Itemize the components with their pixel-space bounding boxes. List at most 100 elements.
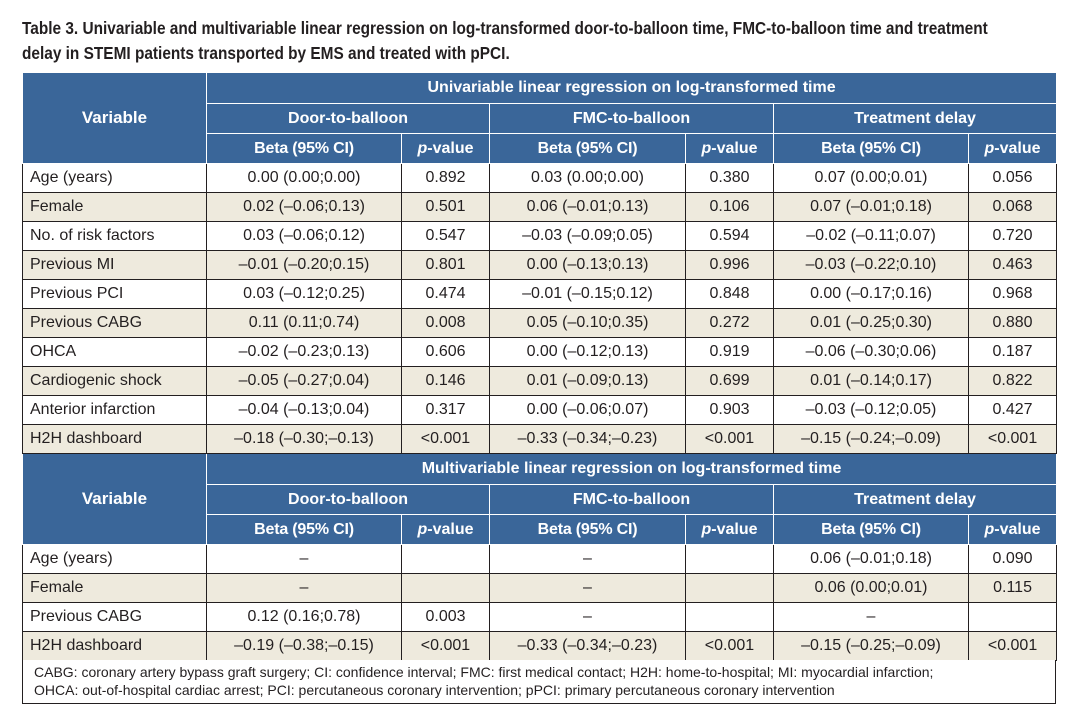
p-value-cell: 0.427 (967, 395, 1058, 425)
group-door-to-balloon: Door-to-balloon (206, 484, 490, 515)
p-value-cell: 0.594 (685, 221, 774, 251)
beta-cell: – (206, 573, 402, 603)
beta-cell: 0.11 (0.11;0.74) (206, 308, 402, 338)
p-value-cell: <0.001 (685, 424, 774, 454)
beta-cell: – (489, 602, 686, 632)
beta-cell: – (773, 602, 969, 632)
table-row: Age (years) – –0.06 (–0.01;0.18) 0.090 (22, 544, 1058, 574)
row-label: H2H dashboard (22, 424, 207, 454)
variable-header: Variable (22, 453, 207, 545)
p-value-cell: 0.463 (967, 250, 1058, 280)
row-label: No. of risk factors (22, 221, 207, 251)
table-row: Cardiogenic shock –0.05 (–0.27;0.04) 0.146… (22, 366, 1058, 396)
beta-cell: 0.00 (–0.13;0.13) (489, 250, 686, 280)
univariable-title: Univariable linear regression on log-tra… (205, 72, 1058, 104)
p-value-cell: <0.001 (967, 424, 1058, 454)
beta-cell: 0.06 (–0.01;0.13) (489, 192, 686, 222)
p-value-cell: 0.146 (401, 366, 490, 396)
beta-header: Beta (95% CI) (773, 514, 969, 545)
p-value-cell: 0.068 (967, 192, 1058, 222)
table-row: OHCA –0.02 (–0.23;0.13) 0.606 0.00 (–0.12;0… (22, 337, 1058, 367)
table-row: Previous MI –0.01 (–0.20;0.15) 0.801 0.00 (… (22, 250, 1058, 280)
table-row: Previous CABG 0.11 (0.11;0.74) 0.008 0.05 (… (22, 308, 1058, 338)
beta-header: Beta (95% CI) (489, 133, 686, 164)
beta-cell: – (489, 544, 686, 574)
table-row: H2H dashboard –0.19 (–0.38;–0.15) <0.001 –0… (22, 631, 1058, 661)
p-value-cell: 0.474 (401, 279, 490, 309)
beta-cell: 0.01 (–0.25;0.30) (773, 308, 969, 338)
p-value-header: p-value (685, 133, 774, 164)
table-row: Age (years) 0.00 (0.00;0.00) 0.892 0.03 (0.… (22, 163, 1058, 193)
beta-cell: 0.03 (–0.06;0.12) (206, 221, 402, 251)
beta-cell: –0.33 (–0.34;–0.23) (489, 631, 686, 661)
beta-cell: –0.02 (–0.11;0.07) (773, 221, 969, 251)
beta-header: Beta (95% CI) (489, 514, 686, 545)
caption-line-2: delay in STEMI patients transported by E… (22, 43, 510, 63)
p-value-cell (685, 544, 774, 574)
p-value-cell (401, 544, 490, 574)
beta-header: Beta (95% CI) (206, 133, 402, 164)
beta-cell: –0.15 (–0.24;–0.09) (773, 424, 969, 454)
beta-header: Beta (95% CI) (773, 133, 969, 164)
row-label: Female (22, 192, 207, 222)
p-value-cell: 0.848 (685, 279, 774, 309)
group-door-to-balloon: Door-to-balloon (206, 103, 490, 134)
p-value-cell: 0.380 (685, 163, 774, 193)
p-value-cell: 0.056 (967, 163, 1058, 193)
p-value-cell: <0.001 (401, 631, 490, 661)
beta-cell: –0.03 (–0.22;0.10) (773, 250, 969, 280)
p-value-cell: 0.501 (401, 192, 490, 222)
group-fmc-to-balloon: FMC-to-balloon (489, 484, 774, 515)
beta-cell: –0.19 (–0.38;–0.15) (206, 631, 402, 661)
beta-cell: –0.18 (–0.30;–0.13) (206, 424, 402, 454)
table-row: Previous PCI 0.03 (–0.12;0.25) 0.474 –0.01 … (22, 279, 1058, 309)
row-label: Age (years) (22, 544, 207, 574)
p-value-cell: 0.272 (685, 308, 774, 338)
multivariable-title: Multivariable linear regression on log-t… (205, 453, 1058, 485)
beta-cell: 0.07 (–0.01;0.18) (773, 192, 969, 222)
table-row: Female 0.02 (–0.06;0.13) 0.501 0.06 (–0.01;… (22, 192, 1058, 222)
p-value-header: p-value (967, 514, 1058, 545)
beta-cell: 0.00 (–0.17;0.16) (773, 279, 969, 309)
beta-cell: 0.03 (0.00;0.00) (489, 163, 686, 193)
row-label: Cardiogenic shock (22, 366, 207, 396)
table-row: No. of risk factors 0.03 (–0.06;0.12) 0.54… (22, 221, 1058, 251)
beta-cell: 0.00 (–0.12;0.13) (489, 337, 686, 367)
p-value-cell: 0.003 (401, 602, 490, 632)
beta-cell: –0.05 (–0.27;0.04) (206, 366, 402, 396)
regression-table: Variable Univariable linear regression o… (22, 72, 1058, 661)
beta-cell: –0.04 (–0.13;0.04) (206, 395, 402, 425)
beta-cell: –0.01 (–0.20;0.15) (206, 250, 402, 280)
row-label: Age (years) (22, 163, 207, 193)
table-row: H2H dashboard –0.18 (–0.30;–0.13) <0.001 –0… (22, 424, 1058, 454)
beta-cell: – (489, 573, 686, 603)
beta-cell: –0.03 (–0.12;0.05) (773, 395, 969, 425)
beta-cell: –0.06 (–0.30;0.06) (773, 337, 969, 367)
beta-cell: 0.05 (–0.10;0.35) (489, 308, 686, 338)
footnote-line-1: CABG: coronary artery bypass graft surge… (34, 664, 934, 680)
row-label: H2H dashboard (22, 631, 207, 661)
table-row: Female – –0.06 (0.00;0.01) 0.115 (22, 573, 1058, 603)
beta-cell: –0.01 (–0.15;0.12) (489, 279, 686, 309)
group-treatment-delay: Treatment delay (772, 484, 1058, 515)
p-value-cell (967, 602, 1058, 632)
p-value-cell: <0.001 (401, 424, 490, 454)
group-fmc-to-balloon: FMC-to-balloon (489, 103, 774, 134)
p-value-cell: 0.090 (967, 544, 1058, 574)
beta-cell: 0.07 (0.00;0.01) (773, 163, 969, 193)
row-label: Previous CABG (22, 602, 207, 632)
beta-cell: 0.03 (–0.12;0.25) (206, 279, 402, 309)
p-value-cell: 0.720 (967, 221, 1058, 251)
beta-cell: 0.06 (0.00;0.01) (773, 573, 969, 603)
caption-line-1: Table 3. Univariable and multivariable l… (22, 18, 988, 38)
p-value-cell: 0.880 (967, 308, 1058, 338)
p-value-header: p-value (401, 514, 490, 545)
beta-cell: 0.06 (–0.01;0.18) (773, 544, 969, 574)
p-value-cell: 0.187 (967, 337, 1058, 367)
beta-cell: 0.01 (–0.14;0.17) (773, 366, 969, 396)
p-value-cell: 0.892 (401, 163, 490, 193)
variable-header: Variable (22, 72, 207, 164)
p-value-cell: 0.606 (401, 337, 490, 367)
p-value-header: p-value (967, 133, 1058, 164)
p-value-cell: 0.903 (685, 395, 774, 425)
